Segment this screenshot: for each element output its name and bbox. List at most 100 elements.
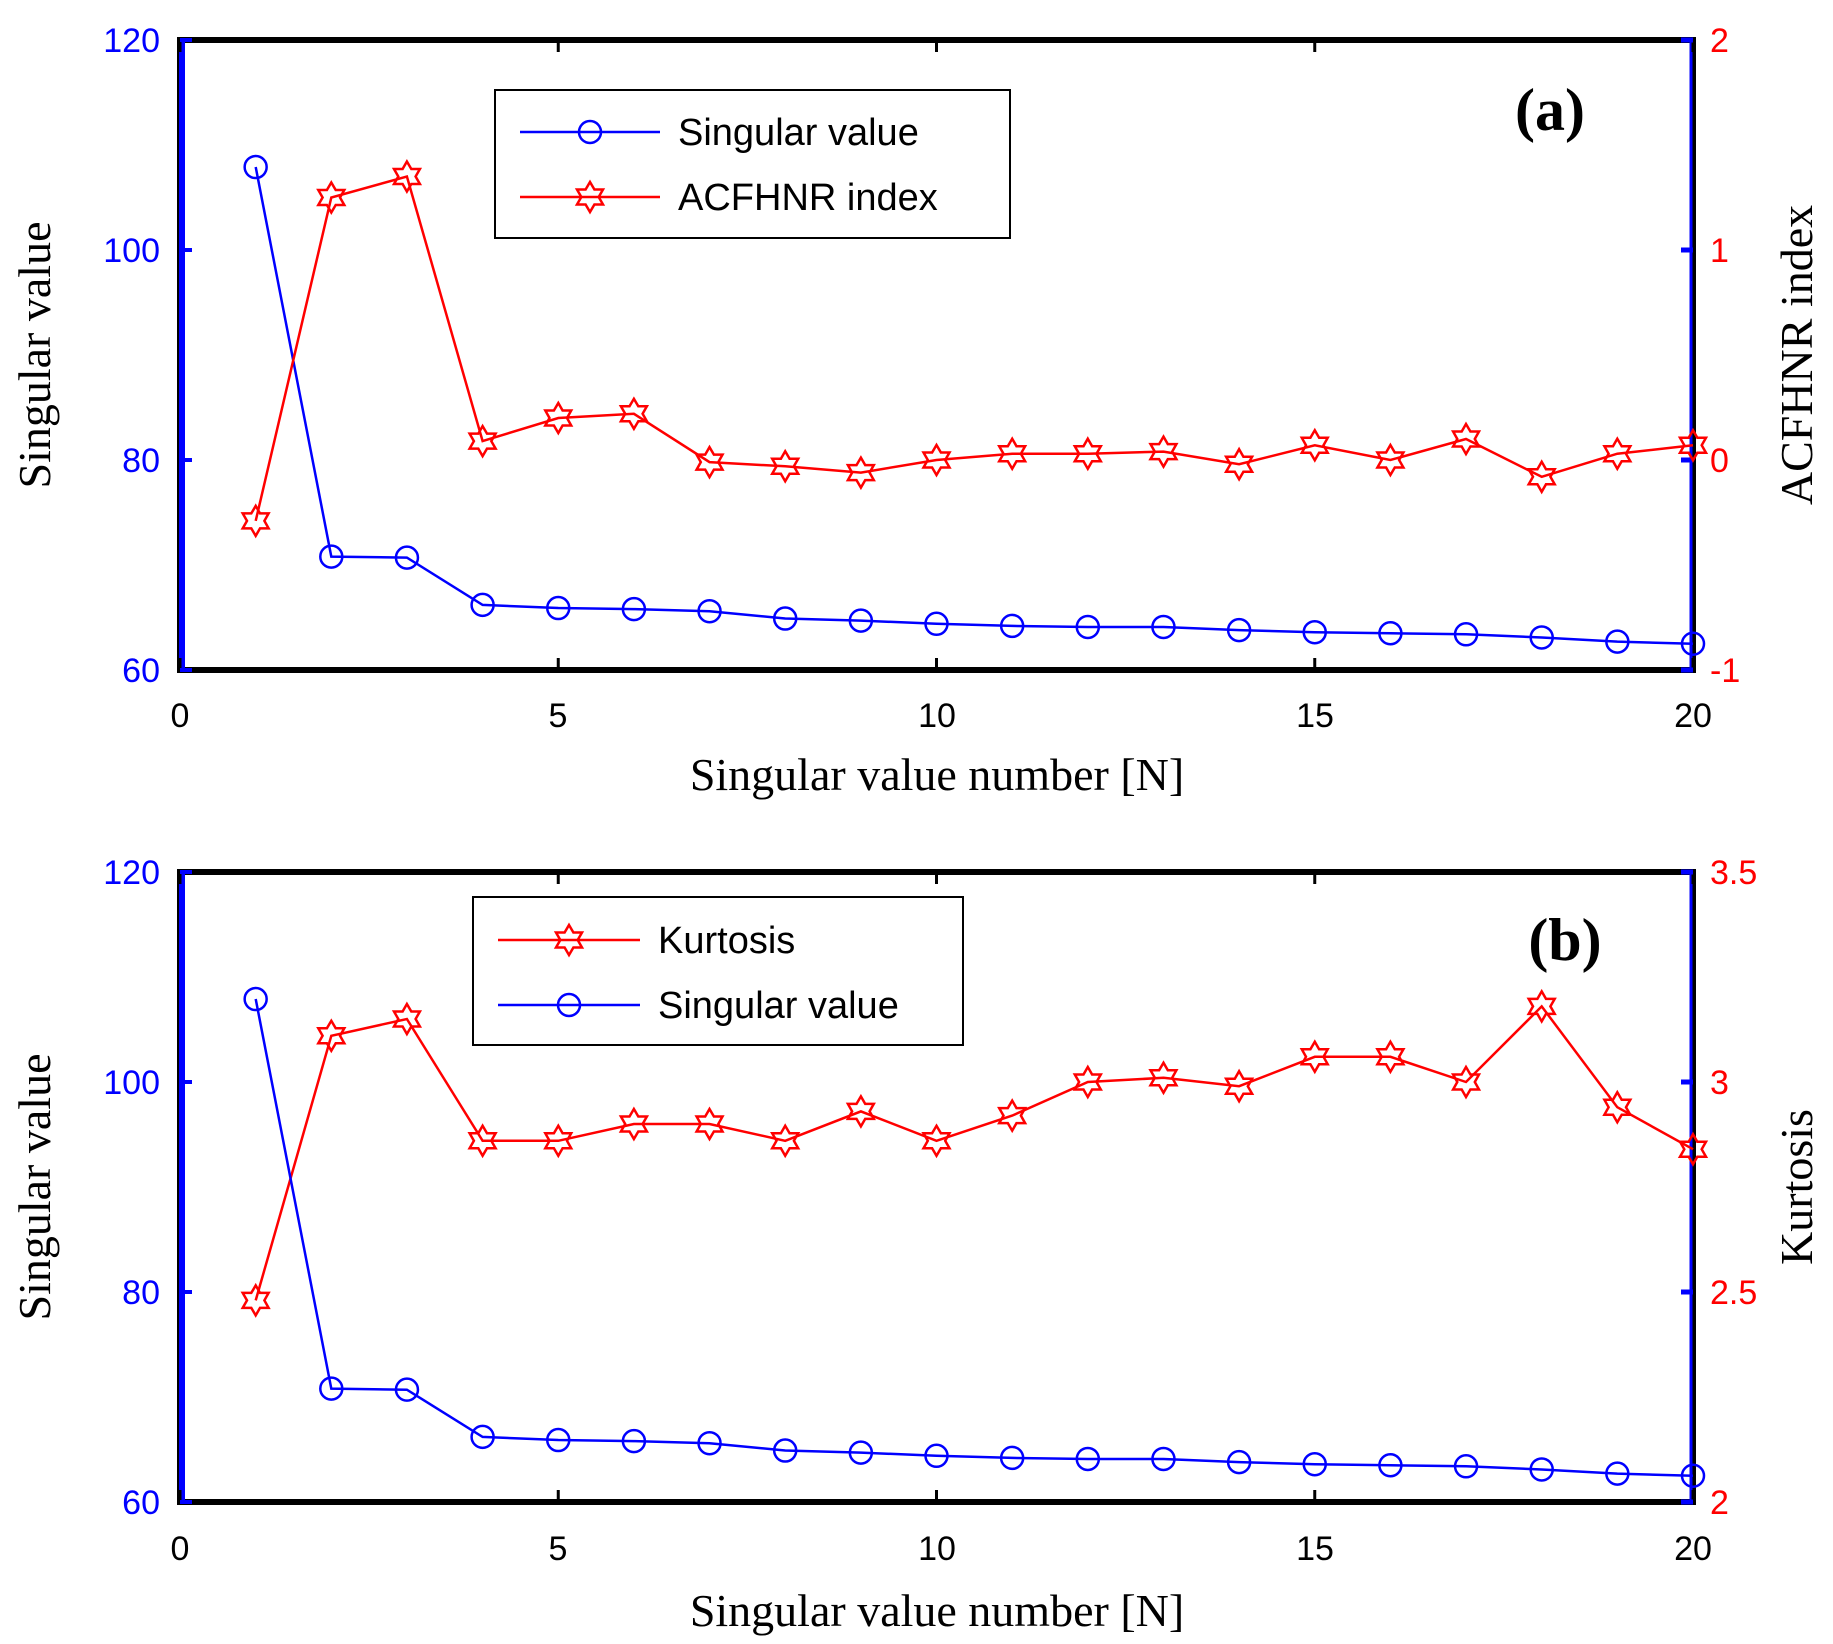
x-tick-label: 0 bbox=[171, 697, 190, 735]
data-point bbox=[1453, 1454, 1479, 1479]
right-y-tick-label: -1 bbox=[1710, 652, 1740, 690]
axis-ticks bbox=[178, 37, 1695, 673]
legend-symbol bbox=[520, 119, 660, 145]
data-series-group bbox=[240, 154, 1709, 656]
right-y-tick-label: 0 bbox=[1710, 442, 1729, 480]
data-point bbox=[618, 1106, 650, 1142]
legend-marker bbox=[556, 992, 582, 1018]
data-point bbox=[848, 1440, 874, 1465]
data-point bbox=[467, 1123, 498, 1159]
data-point bbox=[772, 606, 798, 631]
data-point bbox=[1148, 434, 1179, 470]
data-point bbox=[845, 1093, 876, 1129]
data-point bbox=[1299, 1039, 1330, 1075]
series-line bbox=[254, 166, 1694, 646]
data-point bbox=[924, 611, 949, 637]
data-point bbox=[319, 544, 344, 569]
data-point bbox=[1529, 1457, 1554, 1482]
series-singular-value bbox=[243, 154, 1706, 656]
data-point bbox=[319, 1376, 344, 1401]
data-point bbox=[694, 1106, 725, 1142]
legend-box bbox=[472, 896, 964, 1046]
x-tick-label: 20 bbox=[1674, 697, 1712, 735]
legend-symbol bbox=[520, 179, 660, 215]
x-tick-label: 10 bbox=[918, 1530, 956, 1568]
left-y-tick-label: 80 bbox=[122, 442, 160, 480]
right-y-axis-label: ACFHNR index bbox=[1771, 205, 1822, 505]
data-point bbox=[546, 595, 571, 621]
left-y-tick-label: 100 bbox=[103, 232, 160, 270]
data-point bbox=[1072, 436, 1103, 472]
x-tick-label: 15 bbox=[1296, 697, 1334, 735]
data-point bbox=[1529, 625, 1554, 650]
right-y-tick-label: 3.5 bbox=[1710, 854, 1757, 892]
data-point bbox=[240, 1282, 271, 1318]
legend-symbol bbox=[498, 992, 640, 1018]
series-line bbox=[254, 998, 1694, 1478]
series-acfhnr-index bbox=[240, 159, 1709, 539]
data-point bbox=[1223, 1068, 1255, 1104]
data-point bbox=[1602, 1089, 1633, 1125]
data-point bbox=[243, 154, 268, 180]
data-point bbox=[1602, 436, 1633, 472]
data-point bbox=[470, 592, 495, 618]
data-point bbox=[1378, 621, 1403, 646]
data-point bbox=[1072, 1064, 1103, 1100]
data-point bbox=[921, 442, 952, 478]
data-point bbox=[240, 503, 271, 539]
data-point bbox=[848, 608, 874, 633]
right-y-tick-label: 2.5 bbox=[1710, 1274, 1757, 1312]
data-point bbox=[770, 1123, 801, 1159]
data-point bbox=[1226, 617, 1252, 643]
data-point bbox=[694, 444, 725, 480]
data-point bbox=[394, 545, 420, 570]
data-point bbox=[394, 1377, 420, 1402]
x-tick-label: 15 bbox=[1296, 1530, 1334, 1568]
data-point bbox=[243, 986, 268, 1012]
left-y-tick-label: 120 bbox=[103, 22, 160, 60]
data-point bbox=[772, 1438, 798, 1463]
axis-ticks bbox=[178, 869, 1695, 1505]
series-line bbox=[254, 174, 1694, 522]
legend-symbol bbox=[498, 922, 640, 958]
legend-entry-label: ACFHNR index bbox=[678, 177, 938, 219]
data-point bbox=[697, 1430, 722, 1456]
data-point bbox=[621, 1428, 647, 1454]
right-y-tick-label: 2 bbox=[1710, 1484, 1729, 1522]
x-axis-label: Singular value number [N] bbox=[690, 1585, 1184, 1636]
data-point bbox=[543, 1123, 574, 1159]
series-line bbox=[254, 1004, 1694, 1301]
data-point bbox=[1526, 459, 1557, 495]
data-point bbox=[1375, 442, 1406, 478]
data-point bbox=[1450, 421, 1482, 457]
data-point bbox=[1075, 614, 1101, 640]
left-y-axis-label: Singular value bbox=[9, 1054, 60, 1321]
data-point bbox=[1605, 1461, 1630, 1486]
legend-entry-label: Singular value bbox=[678, 112, 919, 154]
legend-entry-label: Singular value bbox=[658, 985, 899, 1027]
left-y-axis-label: Singular value bbox=[9, 222, 60, 489]
legend-entry-label: Kurtosis bbox=[658, 920, 795, 962]
data-point bbox=[1680, 631, 1706, 656]
data-point bbox=[997, 436, 1028, 472]
legend-marker bbox=[553, 922, 585, 958]
data-point bbox=[316, 1018, 347, 1054]
data-series-group bbox=[240, 986, 1709, 1488]
data-point bbox=[1680, 1463, 1706, 1488]
data-point bbox=[316, 180, 347, 215]
data-point bbox=[543, 400, 574, 436]
data-point bbox=[697, 598, 722, 624]
data-point bbox=[999, 1445, 1025, 1471]
data-point bbox=[467, 423, 498, 459]
data-point bbox=[1151, 614, 1176, 640]
data-point bbox=[1378, 1453, 1403, 1478]
right-y-tick-label: 3 bbox=[1710, 1064, 1729, 1102]
left-y-tick-label: 120 bbox=[103, 854, 160, 892]
data-point bbox=[1151, 1446, 1176, 1472]
data-point bbox=[999, 613, 1025, 639]
data-point bbox=[997, 1098, 1028, 1134]
legend-marker bbox=[577, 119, 603, 145]
x-tick-label: 5 bbox=[549, 1530, 568, 1568]
series-kurtosis bbox=[240, 988, 1709, 1318]
data-point bbox=[470, 1424, 495, 1450]
